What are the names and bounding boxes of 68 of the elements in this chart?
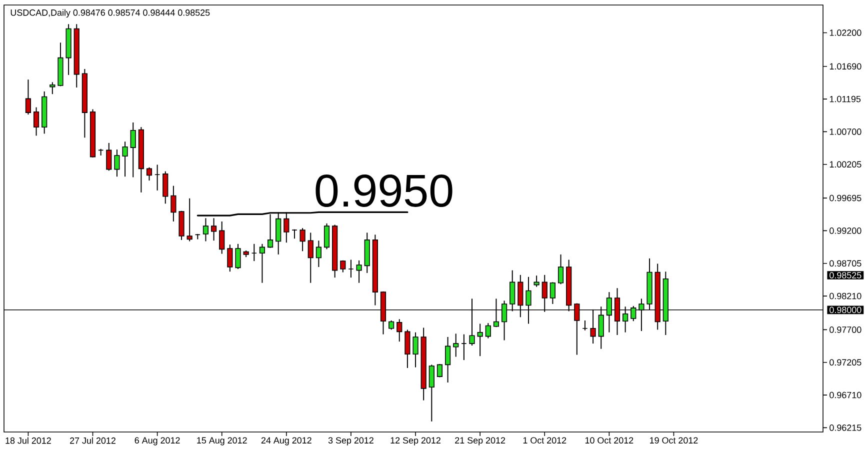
candlestick [259, 243, 266, 284]
candlestick [428, 364, 434, 422]
x-tick-label: 24 Aug 2012 [261, 437, 312, 446]
x-tick-label: 27 Jul 2012 [70, 437, 116, 444]
y-tick-label: 0.97205 [830, 359, 862, 366]
y-tick-label: 0.96710 [830, 392, 862, 398]
candlestick [550, 282, 556, 304]
y-tick-label: 0.99695 [830, 194, 862, 202]
y-tick-label: 1.01690 [830, 63, 862, 70]
y-tick-label: 1.00205 [830, 161, 862, 168]
candlestick [162, 170, 168, 204]
y-tick-label: 1.02200 [830, 30, 862, 36]
annotation: 0.9950 [316, 174, 452, 207]
candlestick [219, 220, 225, 254]
y-tick-label: 0.99200 [830, 228, 862, 234]
candlestick [558, 254, 564, 285]
candlestick [404, 329, 410, 368]
candlestick [98, 148, 104, 156]
candlestick [235, 243, 241, 270]
candlestick [33, 106, 40, 136]
x-tick-label: 3 Sep 2012 [328, 437, 374, 446]
candlestick [308, 232, 314, 284]
y-tick-label: 1.01195 [830, 96, 861, 102]
candlestick [170, 185, 176, 222]
candlestick [194, 234, 200, 240]
chart-title: USDCAD,Daily 0.98476 0.98574 0.98444 0.98525 [10, 9, 210, 18]
candlestick [251, 243, 257, 262]
candlestick [324, 222, 330, 250]
x-tick-label: 10 Oct 2012 [585, 437, 634, 444]
candlestick [227, 244, 233, 272]
candlestick [130, 122, 136, 178]
y-tick-label: 0.96215 [830, 424, 862, 431]
candlestick [461, 334, 467, 361]
x-tick-label: 6 Aug 2012 [134, 437, 180, 446]
ref-line-label: 0.98000 [830, 306, 862, 314]
candlestick [146, 166, 152, 182]
candlestick [477, 323, 483, 357]
candlestick [582, 320, 588, 331]
candlestick [292, 228, 298, 240]
candlestick [445, 336, 451, 383]
candlestick [300, 228, 306, 252]
candlestick [186, 198, 192, 242]
x-tick-label: 12 Sep 2012 [390, 437, 440, 446]
candlestick [388, 320, 394, 330]
candlestick [396, 318, 402, 342]
candlestick [412, 332, 418, 368]
x-tick-label: 21 Sep 2012 [455, 437, 506, 446]
x-tick-label: 1 Oct 2012 [523, 437, 566, 444]
candlestick [485, 322, 491, 339]
candlestick [316, 240, 322, 268]
y-tick-label: 0.97700 [830, 326, 862, 333]
candlestick [348, 259, 354, 278]
candlestick [122, 141, 128, 178]
x-tick-label: 18 Jul 2012 [6, 437, 51, 444]
candlestick [453, 333, 459, 358]
y-tick-label: 1.00700 [830, 128, 862, 135]
x-tick-label: 19 Oct 2012 [650, 437, 698, 444]
candlestick [154, 164, 160, 191]
y-tick-label: 0.98705 [830, 260, 862, 267]
text: 0.98525 [830, 272, 862, 278]
x-tick-label: 15 Aug 2012 [197, 437, 247, 446]
candlestick [106, 142, 112, 172]
candlestick [436, 364, 443, 378]
candlestick [50, 82, 56, 95]
y-tick-label: 0.98210 [830, 292, 862, 300]
candlestick [25, 79, 32, 116]
candlestick [114, 149, 120, 178]
candlestick [356, 260, 362, 284]
